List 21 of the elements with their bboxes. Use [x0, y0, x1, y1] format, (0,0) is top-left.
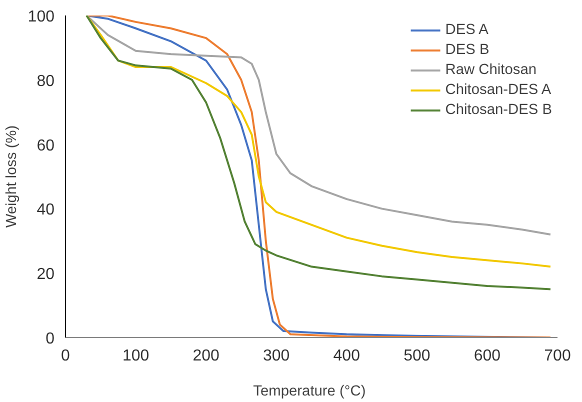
y-axis-title: Weight loss (%) — [4, 125, 20, 228]
legend-label: DES B — [445, 42, 490, 58]
x-tick-label: 700 — [544, 348, 571, 364]
x-tick-label: 500 — [404, 348, 430, 364]
x-axis-title: Temperature (°C) — [253, 384, 366, 400]
x-tick-label: 200 — [192, 348, 220, 364]
y-tick-label: 0 — [46, 330, 55, 348]
legend-label: DES A — [445, 22, 488, 38]
x-tick-label: 600 — [474, 348, 501, 364]
legend-label: Chitosan-DES B — [445, 102, 552, 118]
y-tick-label: 20 — [36, 266, 55, 284]
y-tick-label: 80 — [36, 72, 55, 90]
legend-label: Chitosan-DES A — [445, 82, 552, 98]
y-tick-label: 100 — [28, 8, 55, 26]
legend-label: Raw Chitosan — [445, 62, 537, 78]
x-tick-label: 100 — [122, 348, 150, 364]
y-tick-label: 40 — [36, 202, 55, 219]
x-tick-label: 0 — [61, 348, 70, 364]
y-tick-label: 60 — [36, 137, 55, 154]
x-tick-label: 300 — [263, 348, 290, 364]
x-tick-label: 400 — [333, 348, 360, 364]
